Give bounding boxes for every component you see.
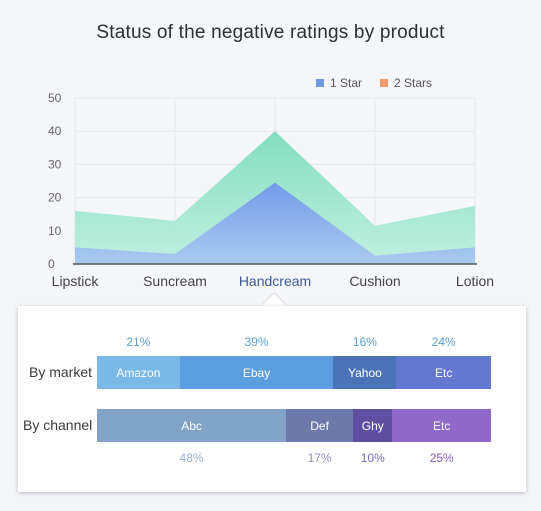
percent-label: 16% [352, 335, 377, 349]
segment-etc-channel[interactable]: Etc [392, 409, 491, 442]
segment-ghy[interactable]: Ghy [353, 409, 393, 442]
percent-label: 48% [179, 451, 204, 465]
y-tick-label: 20 [48, 191, 62, 205]
segment-abc[interactable]: Abc [97, 409, 287, 442]
channel-percent-row: 48% 17% 10% 25% [97, 451, 491, 465]
row-label-by-market: By market [29, 364, 93, 380]
percent-label: 17% [307, 451, 332, 465]
percent-label: 24% [431, 335, 456, 349]
x-category-label[interactable]: Lipstick [52, 273, 100, 289]
y-tick-label: 40 [48, 124, 62, 138]
x-category-label[interactable]: Handcream [239, 273, 311, 289]
legend-swatch-1-star [316, 79, 324, 87]
breakdown-panel [18, 306, 526, 492]
legend-item-1-star[interactable]: 1 Star [316, 76, 362, 90]
legend-swatch-2-stars [380, 79, 389, 87]
segment-yahoo[interactable]: Yahoo [333, 356, 397, 389]
market-percent-row: 21% 39% 16% 24% [97, 335, 491, 349]
percent-label: 10% [360, 451, 385, 465]
percent-label: 21% [126, 335, 151, 349]
chart-legend: 1 Star 2 Stars [316, 76, 432, 90]
legend-item-2-stars[interactable]: 2 Stars [380, 76, 432, 90]
legend-label-2-stars: 2 Stars [394, 76, 433, 90]
x-category-label[interactable]: Cushion [349, 273, 400, 289]
area-chart: 0 10 20 30 40 50 Lipstick Suncream Handcream Cush… [48, 91, 494, 289]
chart-title: Status of the negative ratings by produc… [96, 22, 445, 43]
market-stacked-bar: Amazon Ebay Yahoo Etc [97, 356, 491, 389]
segment-etc-market[interactable]: Etc [396, 356, 491, 389]
y-tick-label: 10 [48, 224, 62, 238]
x-category-label[interactable]: Suncream [143, 273, 207, 289]
x-category-label[interactable]: Lotion [456, 273, 494, 289]
segment-ebay[interactable]: Ebay [179, 356, 334, 389]
row-label-by-channel: By channel [23, 417, 93, 433]
segment-amazon[interactable]: Amazon [97, 356, 180, 389]
channel-stacked-bar: Abc Def Ghy Etc [97, 409, 491, 442]
y-tick-label: 50 [48, 91, 62, 105]
legend-label-1-star: 1 Star [330, 76, 363, 90]
percent-label: 25% [429, 451, 454, 465]
segment-def[interactable]: Def [286, 409, 354, 442]
y-tick-label: 30 [48, 157, 62, 171]
y-tick-label: 0 [48, 257, 55, 271]
area-series-1-star [75, 182, 475, 264]
percent-label: 39% [244, 335, 269, 349]
